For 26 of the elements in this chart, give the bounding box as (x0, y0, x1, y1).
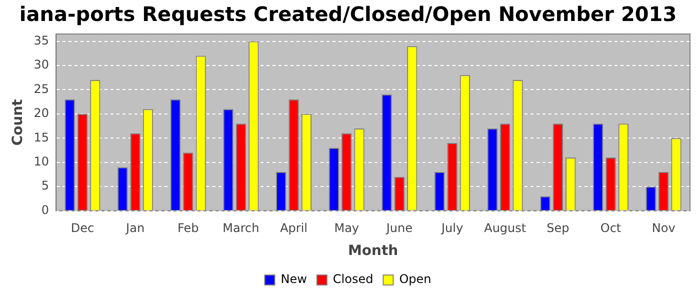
x-tick-label: March (222, 221, 260, 236)
y-tick-label: 30 (34, 58, 50, 72)
x-tick-label: Dec (70, 221, 94, 236)
y-axis-title: Count (10, 98, 26, 146)
x-tick-label: Oct (600, 221, 622, 236)
x-tick-label: May (334, 221, 360, 236)
chart-title: iana-ports Requests Created/Closed/Open November 2013 (19, 2, 677, 26)
x-tick-label: July (440, 221, 464, 236)
y-tick-label: 25 (34, 82, 50, 96)
y-tick-label: 0 (41, 202, 50, 217)
y-tick-label: 10 (34, 154, 50, 168)
y-tick-label: 15 (34, 130, 50, 144)
y-tick-label: 5 (41, 178, 50, 193)
legend-label: Closed (332, 272, 374, 286)
x-tick-label: Sep (546, 221, 570, 236)
x-axis-title: Month (348, 243, 398, 260)
x-tick-label: August (484, 221, 526, 236)
x-tick-label: June (385, 221, 413, 236)
y-tick-label: 35 (34, 33, 50, 48)
y-tick-label: 20 (34, 106, 50, 120)
legend-label: New (280, 272, 308, 286)
x-tick-label: Nov (652, 221, 676, 236)
x-tick-label: April (280, 221, 308, 236)
x-tick-label: Jan (125, 221, 145, 236)
x-tick-label: Feb (178, 221, 199, 236)
legend-label: Open (399, 272, 432, 286)
